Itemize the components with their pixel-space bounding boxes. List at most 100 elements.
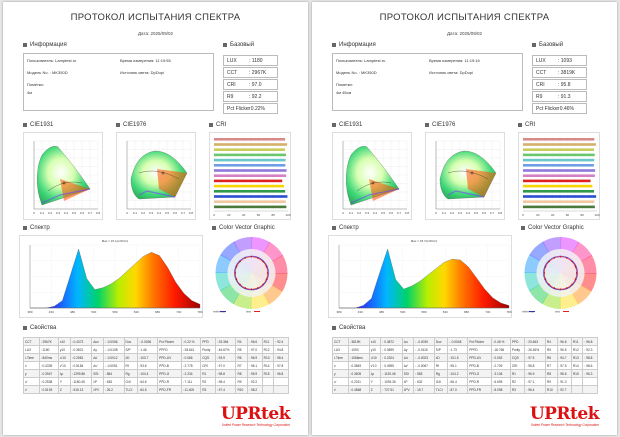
properties-cell: : 97.1 (524, 377, 546, 386)
properties-cell: Rg (123, 369, 138, 378)
properties-cell: : 96.4 (524, 385, 546, 394)
cie1976-chart: 0 0.1 0.2 0.3 0.4 0.5 0.6 0.7 0.8 (116, 132, 196, 220)
properties-cell: : 94.8 (273, 345, 289, 354)
properties-cell: : -0.0039 (413, 337, 435, 346)
properties-cell: R9 (235, 377, 249, 386)
properties-cell: CQS (200, 353, 216, 362)
properties-cell (570, 385, 584, 394)
properties-row: u': 0.2538 Y: 1180.45 λP: 635 G4I: 64.6 PPD-… (23, 377, 289, 386)
properties-cell: : 1299.86 (69, 369, 93, 378)
properties-cell: R14 (261, 361, 275, 370)
properties-cell: u'10 (368, 353, 382, 362)
properties-row: CCT: 3819K x10: 0.3872 Δu: -0.0039 Duv: -0.… (332, 337, 598, 346)
properties-cell: R2 (509, 377, 526, 386)
properties-cell: : 1139.45 (380, 369, 403, 378)
properties-cell: y (23, 369, 40, 378)
properties-cell: : 0.3821 (69, 345, 93, 354)
svg-text:0: 0 (435, 211, 437, 215)
cie1976-header: CIE1976 (425, 122, 455, 128)
properties-cell: : 92.4 (273, 337, 289, 346)
spectrum-plot: Max = 18.7(mW/m²) 380 430 480 530 580 630 680 73… (336, 239, 511, 314)
cri-bar (214, 195, 288, 198)
svg-text:430: 430 (358, 310, 363, 314)
properties-cell: x (332, 361, 349, 370)
properties-cell: : 0.4339 (38, 361, 59, 370)
properties-cell: : 2967K (38, 337, 59, 346)
svg-text:reference: reference (522, 310, 535, 314)
svg-text:0.2: 0.2 (450, 211, 455, 215)
properties-cell: : 92.2 (247, 377, 263, 386)
properties-row: x: 0.4339 v'10: 0.5184 Δv': -0.0051 Rf: 93.… (23, 361, 289, 370)
svg-text:80: 80 (581, 213, 585, 217)
svg-text:580: 580 (112, 310, 117, 314)
properties-cell: λp (57, 369, 71, 378)
properties-cell: : -0.0056 (102, 337, 125, 346)
properties-cell: u' (332, 377, 349, 386)
properties-cell: : 98.8 (582, 353, 598, 362)
properties-cell: : 96.9 (524, 369, 546, 378)
spectrum-max-label: Max = 15.1(mW/m²) (102, 239, 129, 243)
properties-cell: : 2.709 (490, 361, 511, 370)
cri-bar (523, 205, 595, 209)
cri-bar (523, 169, 596, 172)
properties-table: CCT: 2967K x10: 0.4373 Δuv: -0.0056 Duv: -0… (23, 337, 289, 394)
basic-row: Pct Flicker: 0.46% (532, 103, 587, 114)
spectrum-chart: Max = 15.1(mW/m²) 380 430 480 530 580 630 680 73… (19, 235, 203, 318)
cie1976-header: CIE1976 (116, 122, 146, 128)
properties-cell: λP (401, 377, 415, 386)
properties-cell: TLCI (433, 385, 448, 394)
properties-cell: : 98.4 (214, 377, 237, 386)
properties-cell: : -0.0067 (413, 361, 435, 370)
properties-cell: : 96.3 (582, 369, 598, 378)
properties-cell: : 98.8 (214, 369, 237, 378)
properties-cell: Δy (401, 345, 415, 354)
properties-cell: : 3819K (347, 337, 370, 346)
svg-text:0.4: 0.4 (373, 211, 378, 215)
section-marker-icon (425, 123, 429, 127)
properties-cell: : 0.5184 (69, 361, 93, 370)
svg-text:0.6: 0.6 (80, 211, 85, 215)
svg-text:0.4: 0.4 (157, 211, 162, 215)
properties-cell: Rg (433, 369, 448, 378)
properties-cell: : 97.0 (247, 345, 263, 354)
properties-cell: : 8.098 (490, 385, 511, 394)
svg-text:60: 60 (257, 213, 261, 217)
user-label: Пользователь: Lamptest.ru (27, 58, 77, 63)
svg-text:430: 430 (49, 310, 54, 314)
properties-cell: : 0.2538 (38, 377, 59, 386)
properties-cell: SSI (401, 369, 415, 378)
info-section-header: Информация (332, 42, 376, 48)
svg-text:20: 20 (227, 213, 231, 217)
svg-text:100: 100 (594, 213, 599, 217)
svg-text:580: 580 (421, 310, 426, 314)
svg-text:0.5: 0.5 (474, 211, 479, 215)
properties-cell: Rf (433, 361, 448, 370)
svg-text:100: 100 (285, 213, 290, 217)
properties-cell: : 1093 (347, 345, 370, 354)
properties-cell: λPV (401, 385, 415, 394)
basic-row: R9: 91.3 (532, 91, 587, 102)
properties-cell: : 0.052 (490, 353, 511, 362)
properties-cell: : 3.136 (490, 369, 511, 378)
properties-cell: CRI (200, 361, 216, 370)
report-page: ПРОТОКОЛ ИСПЫТАНИЯ СПЕКТРА Дата: 2025/09… (312, 2, 617, 435)
properties-cell: R6 (235, 353, 249, 362)
properties-cell: PPD-G (157, 369, 182, 378)
svg-text:0.2: 0.2 (48, 211, 53, 215)
note-value: 4м 45см (336, 90, 352, 95)
section-marker-icon (23, 43, 27, 47)
svg-text:0.8: 0.8 (189, 211, 194, 215)
properties-cell: : 0.4995 (380, 361, 403, 370)
properties-cell: R1 (509, 369, 526, 378)
properties-cell: : 87.0 (446, 385, 469, 394)
cri-bar (214, 158, 286, 162)
properties-cell: : 6.695 (490, 377, 511, 386)
svg-text:0.5: 0.5 (72, 211, 77, 215)
properties-cell: Δu' (401, 353, 415, 362)
props-header: Свойства (23, 325, 56, 331)
properties-cell: λD (123, 353, 138, 362)
properties-cell: : -0.0023 (413, 353, 435, 362)
properties-cell: : 0.46 % (490, 337, 511, 346)
properties-cell: S/P (123, 345, 138, 354)
properties-cell: R10 (544, 385, 558, 394)
